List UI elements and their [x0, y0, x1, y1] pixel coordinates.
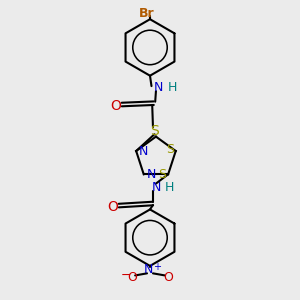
Text: H: H — [165, 181, 174, 194]
Text: O: O — [107, 200, 118, 214]
Text: S: S — [166, 143, 174, 156]
Text: O: O — [110, 99, 121, 113]
Text: +: + — [152, 262, 160, 272]
Text: O: O — [127, 271, 137, 284]
Text: N: N — [154, 81, 164, 94]
Text: N: N — [146, 168, 156, 181]
Text: −: − — [120, 269, 131, 282]
Text: N: N — [144, 263, 153, 276]
Text: S: S — [150, 124, 159, 138]
Text: N: N — [139, 145, 148, 158]
Text: H: H — [168, 81, 177, 94]
Text: O: O — [163, 271, 173, 284]
Text: Br: Br — [139, 8, 155, 20]
Text: N: N — [151, 181, 160, 194]
Text: S: S — [158, 168, 166, 181]
